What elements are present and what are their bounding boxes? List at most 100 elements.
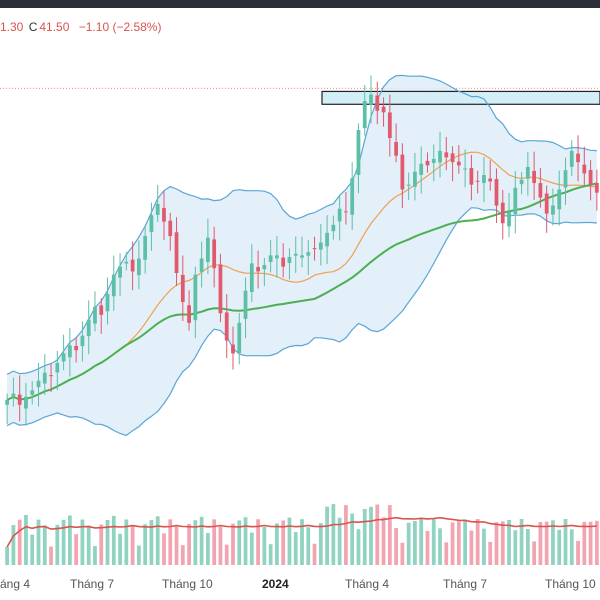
candle-body [350,178,355,215]
volume-bar [300,519,304,565]
candle-body [519,179,524,185]
volume-bar [49,546,53,565]
volume-bar [331,504,336,565]
candle-body [111,274,116,297]
candle-body [168,220,173,237]
candle-body [588,169,593,185]
candle-body [187,305,191,323]
volume-bar [61,519,66,565]
candle-body [224,312,229,341]
candle-body [36,380,41,388]
candle-body [525,166,530,179]
volume-bar [168,519,173,565]
candle-body [143,236,148,260]
volume-bar [17,519,22,565]
candle-body [155,203,160,216]
candle-body [557,189,562,210]
volume-bar [111,515,116,565]
volume-bar [500,521,505,565]
volume-bar [218,526,223,565]
change-value: −1.10 (−2.58%) [78,20,162,34]
candle-body [80,335,85,347]
volume-bar [80,519,85,565]
volume-bar [231,523,235,565]
candle-body [507,211,511,227]
volume-bar [431,519,436,565]
volume-bar [582,521,587,565]
volume-bar [563,519,568,565]
volume-bar [30,534,35,565]
candle-body [49,375,53,377]
candle-body [381,106,386,113]
candle-body [17,394,22,405]
volume-bar [413,521,417,565]
volume-bar [262,526,267,565]
candle-body [93,306,97,324]
volume-bar [193,520,198,565]
candle-body [331,224,336,232]
ma-long-line [6,182,598,401]
candle-body [130,259,135,272]
volume-bar [224,544,229,565]
volume-bar [532,541,537,565]
resistance-zone [321,90,600,105]
volume-bar [287,517,292,565]
volume-bar [456,521,461,565]
volume-bar [551,520,555,565]
bollinger-lower-line [6,207,597,437]
volume-bar [356,529,361,565]
candle-body [344,211,348,213]
volume-bar [174,526,179,565]
volume-bar [362,508,367,565]
volume-bar [494,522,499,565]
volume-bar [275,523,279,565]
x-tick-label: Tháng 7 [443,577,487,591]
candle-body [105,293,110,312]
volume-bar [369,506,373,565]
candle-body [576,153,580,163]
candle-body [394,142,398,156]
volume-bar [488,541,493,565]
volume-bar [387,505,392,565]
volume-bar [337,517,342,565]
x-tick-label: Tháng 10 [162,577,213,591]
close-value: 41.50 [39,20,70,34]
candle-body [312,248,317,250]
volume-bar [36,519,41,565]
candle-body [482,175,486,183]
volume-bar [325,506,329,565]
x-tick-label: Tháng 7 [70,577,114,591]
candle-body [212,239,217,269]
candle-body [582,164,587,174]
volume-bar [312,543,317,565]
volume-bar [256,519,260,565]
candle-body [362,101,367,129]
volume-bar [394,527,398,565]
top-bar [0,0,600,8]
candle-body [124,261,129,264]
volume-bar [281,520,286,565]
candle-body [387,112,392,139]
candle-body [231,344,235,354]
candle-body [406,184,411,186]
volume-bar [475,519,480,565]
volume-bar [99,524,104,565]
volume-bar [124,519,129,565]
volume-bar [557,529,562,565]
x-tick-label: Tháng 10 [545,577,596,591]
candle-body [293,253,298,256]
volume-bar [469,530,474,565]
candle-body [86,319,91,337]
candle-body [444,152,449,158]
candle-body [199,258,204,273]
volume-bar [293,532,298,565]
candle-body [488,178,493,182]
volume-bar [206,532,210,565]
candle-body [544,193,549,214]
candle-body [99,305,104,315]
candle-body [356,130,361,175]
volume-bar [513,530,518,565]
volume-bar [24,515,28,565]
candle-body [431,158,436,163]
